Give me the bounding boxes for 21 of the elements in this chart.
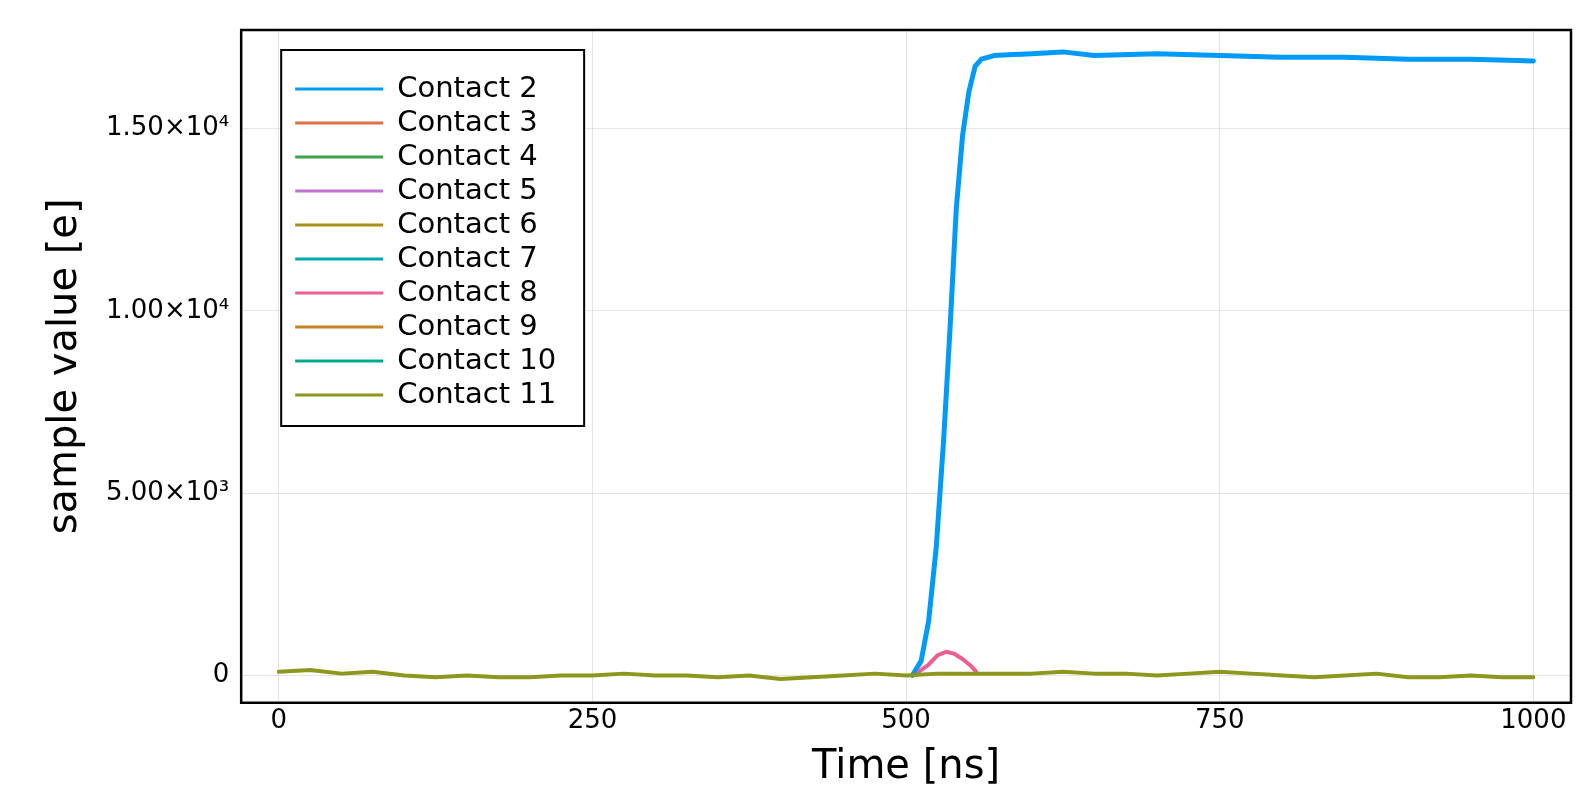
y-tick-label: 1.50×10⁴ <box>106 111 230 142</box>
x-axis-title: Time [ns] <box>811 741 1001 788</box>
legend-label: Contact 6 <box>397 205 538 240</box>
legend-label: Contact 5 <box>397 171 538 206</box>
y-tick-label: 1.00×10⁴ <box>106 293 230 324</box>
legend-label: Contact 4 <box>397 137 538 172</box>
legend-label: Contact 3 <box>397 103 538 138</box>
legend-label: Contact 2 <box>397 69 538 104</box>
x-tick-label: 1000 <box>1500 704 1567 735</box>
x-tick-label: 750 <box>1194 704 1245 735</box>
legend-label: Contact 10 <box>397 341 557 376</box>
x-tick-label: 500 <box>881 704 931 735</box>
legend-label: Contact 7 <box>397 239 538 274</box>
legend-label: Contact 11 <box>397 375 557 410</box>
y-tick-label: 0 <box>212 658 230 689</box>
legend-label: Contact 9 <box>397 307 538 342</box>
x-tick-label: 0 <box>270 704 288 735</box>
legend-label: Contact 8 <box>397 273 538 308</box>
y-tick-label: 5.00×10³ <box>106 475 230 506</box>
x-tick-label: 250 <box>567 704 618 735</box>
y-axis-title: sample value [e] <box>39 198 86 535</box>
